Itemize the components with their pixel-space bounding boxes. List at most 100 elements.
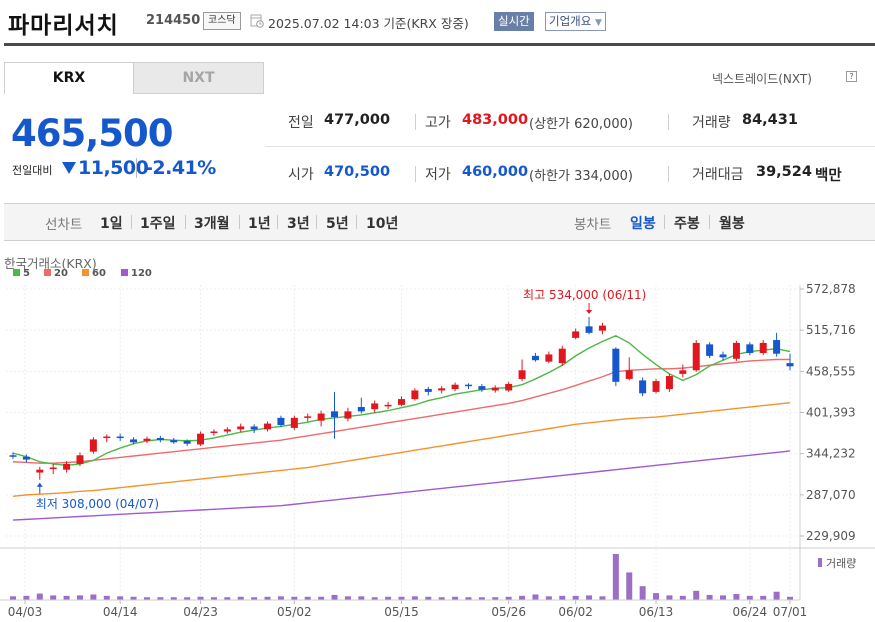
volume-bar <box>586 595 593 600</box>
candle-body <box>197 433 205 445</box>
candle-body <box>464 384 472 387</box>
upper-limit-value: 620,000 <box>574 117 628 132</box>
candle-body <box>706 344 714 356</box>
volume-bar <box>572 595 579 600</box>
y-tick-label: 229,909 <box>806 529 856 543</box>
candle <box>531 353 539 362</box>
caret-down-icon: ▼ <box>594 18 602 28</box>
nextrade-link[interactable]: 넥스트레이드(NXT) <box>712 72 812 86</box>
down-arrow-icon <box>62 162 76 174</box>
volume-bar <box>76 595 83 600</box>
candle <box>719 351 727 361</box>
stats-separator <box>668 114 669 130</box>
candle-body <box>572 331 580 338</box>
volume-bar <box>184 597 191 600</box>
candle-body <box>89 439 97 452</box>
candle-body <box>331 411 339 418</box>
period-1y[interactable]: 1년 <box>248 216 271 232</box>
period-5y[interactable]: 5년 <box>326 216 349 232</box>
candle-body <box>491 387 499 391</box>
market-badge: 코스닥 <box>203 12 241 30</box>
volume-bar <box>693 590 700 600</box>
stock-name: 파마리서치 <box>8 13 119 39</box>
candle-body <box>585 326 593 333</box>
candle <box>331 391 339 439</box>
candle-body <box>665 376 673 390</box>
candlestick-chart[interactable]: 572,878 515,716 458,555 401,393 344,232 287,0… <box>0 250 875 622</box>
open-label: 시가 <box>288 167 314 183</box>
low-label: 저가 <box>425 167 451 183</box>
candle-body <box>411 390 419 400</box>
candle-body <box>652 381 660 392</box>
line-chart-label: 선차트 <box>45 217 83 233</box>
tab-nxt[interactable]: NXT <box>133 62 264 94</box>
volume-bar <box>599 596 606 600</box>
candle <box>317 410 325 427</box>
candle-body <box>250 426 258 430</box>
candle-body <box>210 431 218 434</box>
candle-body <box>170 440 178 443</box>
realtime-button[interactable]: 실시간 <box>494 12 534 31</box>
candle-weekly[interactable]: 주봉 <box>674 216 700 232</box>
ma120-line <box>12 450 791 521</box>
candle <box>357 397 365 414</box>
volume-bar <box>720 595 727 600</box>
candle-body <box>505 383 513 391</box>
candle <box>558 345 566 366</box>
corp-overview-button[interactable]: 기업개요 ▼ <box>545 12 606 31</box>
candle-body <box>317 413 325 421</box>
candle-body <box>22 456 30 460</box>
volume-bar <box>291 596 298 600</box>
legend-ma60: 60 <box>82 268 106 279</box>
x-tick-label: 05/26 <box>491 605 526 619</box>
period-3y[interactable]: 3년 <box>287 216 310 232</box>
candle-body <box>786 363 794 367</box>
candle <box>36 466 44 480</box>
period-3m[interactable]: 3개월 <box>194 216 230 232</box>
period-separator <box>316 215 317 229</box>
volume-bar <box>612 554 619 600</box>
prev-close-value: 477,000 <box>324 112 391 128</box>
candle-body <box>371 403 379 410</box>
y-tick-label: 401,393 <box>806 406 856 420</box>
period-10y[interactable]: 10년 <box>366 216 399 232</box>
candle-daily[interactable]: 일봉 <box>630 216 656 232</box>
period-toolbar <box>4 203 875 241</box>
help-icon[interactable]: ? <box>846 71 857 82</box>
candle-body <box>639 380 647 394</box>
ma60-line <box>12 402 791 498</box>
candle <box>384 401 392 410</box>
candle-body <box>290 417 298 428</box>
candle <box>438 386 446 394</box>
candle <box>759 340 767 356</box>
volume-bar <box>639 586 646 600</box>
period-1d[interactable]: 1일 <box>100 216 123 232</box>
current-price: 465,500 <box>11 112 174 155</box>
period-separator <box>277 215 278 229</box>
volume-bar <box>787 596 793 600</box>
upper-limit: (상한가 620,000) <box>529 117 633 132</box>
volume-bar <box>559 595 566 600</box>
exchange-label: 한국거래소(KRX) <box>4 256 97 271</box>
candle <box>116 433 124 441</box>
volume-bar <box>626 572 633 600</box>
candle <box>773 332 781 357</box>
tab-krx[interactable]: KRX <box>4 62 134 94</box>
period-1w[interactable]: 1주일 <box>140 216 176 232</box>
volume-bar <box>318 596 325 600</box>
candle-body <box>719 354 727 358</box>
candle <box>277 415 285 428</box>
candle-body <box>451 384 459 390</box>
candle-body <box>518 370 526 379</box>
candle-monthly[interactable]: 월봉 <box>719 216 745 232</box>
volume-bar <box>478 597 485 600</box>
volume-bar <box>760 595 767 600</box>
legend-ma20: 20 <box>44 268 68 279</box>
y-tick-label: 458,555 <box>806 364 856 378</box>
y-tick-label: 344,232 <box>806 447 856 461</box>
candle-body <box>692 342 700 371</box>
clock-icon <box>250 14 264 28</box>
candle-body <box>598 325 606 331</box>
volume-bar <box>398 596 405 600</box>
candle-body <box>143 438 151 441</box>
